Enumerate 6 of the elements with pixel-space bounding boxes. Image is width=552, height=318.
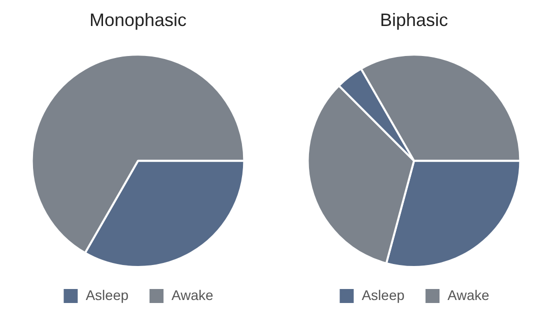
legend-label: Awake <box>448 286 490 303</box>
legend-label: Asleep <box>362 286 405 303</box>
chart-title: Monophasic <box>89 10 187 30</box>
legend-label: Awake <box>172 286 214 303</box>
chart-title: Biphasic <box>380 10 448 30</box>
legend-label: Asleep <box>86 286 129 303</box>
